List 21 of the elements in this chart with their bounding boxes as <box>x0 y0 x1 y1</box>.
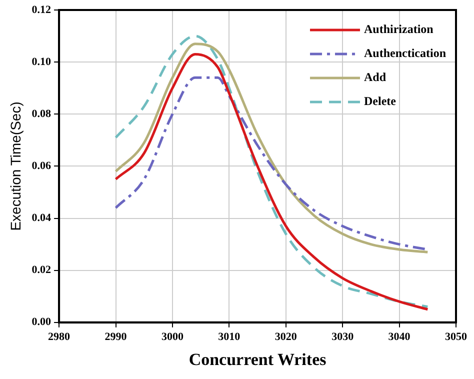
legend-label: Authirization <box>364 22 434 36</box>
x-tick-label: 3040 <box>388 330 411 343</box>
x-tick-label: 2990 <box>104 330 128 343</box>
y-axis-title: Execution Time(Sec) <box>7 102 24 231</box>
y-tick-label: 0.00 <box>32 316 52 328</box>
y-tick-label: 0.10 <box>32 56 52 68</box>
x-tick-label: 3030 <box>332 330 354 343</box>
x-tick-label: 3020 <box>274 330 298 343</box>
x-tick-label: 3010 <box>218 330 241 343</box>
legend-label: Delete <box>364 94 397 108</box>
y-tick-label: 0.06 <box>32 160 52 172</box>
y-tick-label: 0.08 <box>32 108 52 120</box>
x-axis-title: Concurrent Writes <box>188 350 327 370</box>
x-tick-label: 3000 <box>161 330 184 343</box>
y-tick-label: 0.04 <box>32 212 52 224</box>
x-tick-label: 2980 <box>48 330 71 343</box>
y-tick-label: 0.12 <box>32 4 52 16</box>
legend-label: Add <box>364 70 386 84</box>
x-tick-label: 3050 <box>445 330 468 343</box>
y-tick-label: 0.02 <box>32 264 52 276</box>
legend-label: Authenctication <box>364 46 446 60</box>
